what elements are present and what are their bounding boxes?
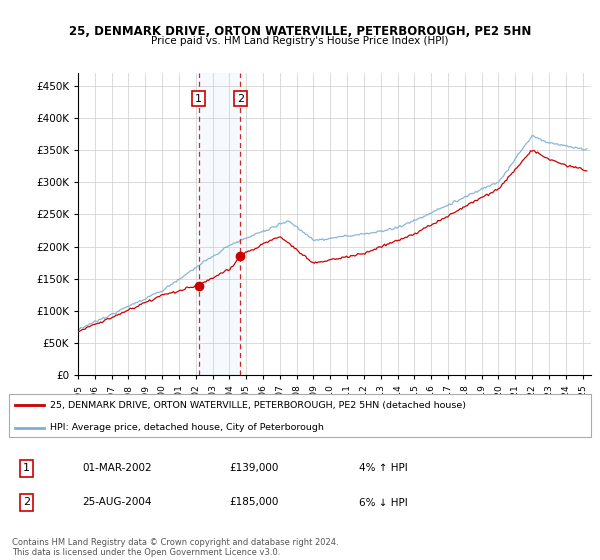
Text: Contains HM Land Registry data © Crown copyright and database right 2024.
This d: Contains HM Land Registry data © Crown c… — [12, 538, 338, 557]
Text: 1: 1 — [195, 94, 202, 104]
Bar — [199, 73, 241, 375]
Text: 2: 2 — [23, 497, 30, 507]
Text: £139,000: £139,000 — [229, 463, 279, 473]
Text: 6% ↓ HPI: 6% ↓ HPI — [359, 497, 407, 507]
Text: 25, DENMARK DRIVE, ORTON WATERVILLE, PETERBOROUGH, PE2 5HN: 25, DENMARK DRIVE, ORTON WATERVILLE, PET… — [69, 25, 531, 38]
Text: 1: 1 — [23, 463, 30, 473]
Text: Price paid vs. HM Land Registry's House Price Index (HPI): Price paid vs. HM Land Registry's House … — [151, 36, 449, 46]
Text: HPI: Average price, detached house, City of Peterborough: HPI: Average price, detached house, City… — [50, 423, 324, 432]
Text: 01-MAR-2002: 01-MAR-2002 — [82, 463, 152, 473]
Text: 25-AUG-2004: 25-AUG-2004 — [82, 497, 152, 507]
Text: 4% ↑ HPI: 4% ↑ HPI — [359, 463, 407, 473]
Text: 25, DENMARK DRIVE, ORTON WATERVILLE, PETERBOROUGH, PE2 5HN (detached house): 25, DENMARK DRIVE, ORTON WATERVILLE, PET… — [50, 401, 466, 410]
Text: £185,000: £185,000 — [229, 497, 279, 507]
FancyBboxPatch shape — [9, 394, 591, 437]
Text: 2: 2 — [237, 94, 244, 104]
